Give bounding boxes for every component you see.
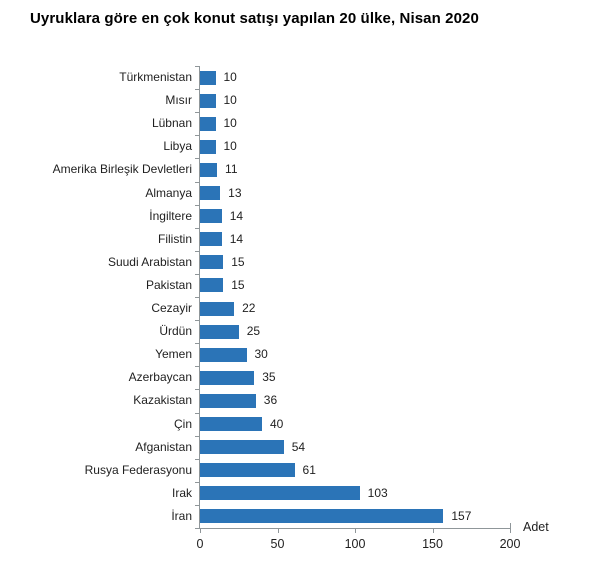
bar [200, 301, 235, 316]
bar [200, 278, 224, 293]
y-axis-tick [195, 481, 199, 483]
value-label: 40 [270, 416, 284, 431]
y-axis-tick [195, 204, 199, 206]
category-label: Filistin [157, 231, 192, 246]
category-label: Suudi Arabistan [107, 254, 192, 269]
category-label: Irak [171, 485, 192, 500]
y-axis-tick [195, 458, 199, 460]
x-axis-tick-label: 100 [344, 537, 366, 551]
category-label: Çin [173, 416, 192, 431]
category-label: Amerika Birleşik Devletleri [52, 162, 192, 177]
value-label: 10 [223, 139, 237, 154]
y-axis-tick [195, 412, 199, 414]
value-label: 15 [231, 277, 245, 292]
bar [200, 324, 239, 339]
value-label: 25 [246, 324, 261, 339]
y-axis-tick [195, 366, 199, 368]
bar [200, 463, 295, 478]
x-axis-tick [510, 529, 511, 533]
x-axis-tick-label: 50 [270, 537, 285, 551]
y-axis-tick [195, 112, 199, 114]
category-label: Yemen [155, 347, 192, 362]
category-label: Cezayir [151, 301, 192, 315]
x-axis-tick [200, 529, 201, 533]
bar [200, 116, 216, 131]
bar [200, 417, 262, 432]
category-label: Afganistan [135, 439, 192, 454]
bar [200, 209, 222, 224]
value-label: 11 [225, 162, 238, 177]
bar [200, 370, 255, 385]
x-axis-tick-label: 150 [422, 537, 443, 551]
category-label: Lübnan [151, 116, 192, 131]
category-label: Türkmenistan [119, 70, 192, 84]
category-label: Libya [163, 139, 192, 154]
value-label: 22 [242, 301, 256, 315]
category-label: Azerbaycan [128, 370, 192, 385]
value-label: 14 [229, 231, 244, 246]
y-axis-tick [195, 343, 199, 345]
y-axis-tick [195, 135, 199, 137]
y-axis-tick [195, 66, 199, 67]
x-axis-tick [355, 529, 356, 533]
y-axis-tick [195, 227, 199, 229]
y-axis-tick [195, 320, 199, 322]
x-axis-tick [277, 529, 279, 533]
y-axis-tick [195, 250, 199, 252]
y-axis-tick [195, 389, 199, 391]
x-axis-unit-label: Adet [523, 520, 549, 534]
bar [200, 393, 256, 408]
category-label: Kazakistan [133, 393, 192, 408]
category-label: Rusya Federasyonu [84, 462, 192, 477]
bar [200, 486, 360, 501]
value-label: 157 [451, 508, 472, 523]
bar [200, 347, 247, 362]
y-axis-tick [195, 297, 199, 298]
y-axis-tick [195, 158, 199, 160]
y-axis-tick [195, 528, 199, 529]
bar [200, 255, 224, 270]
bar [200, 70, 216, 85]
bar [200, 440, 284, 455]
category-label: Pakistan [145, 277, 192, 292]
y-axis-tick [195, 435, 199, 437]
value-label: 14 [229, 208, 244, 223]
bar [200, 139, 216, 154]
value-label: 30 [254, 347, 268, 362]
y-axis-tick [195, 89, 199, 91]
value-label: 36 [263, 393, 278, 408]
category-label: Almanya [145, 185, 192, 200]
x-axis-tick [432, 529, 434, 533]
bar [200, 232, 222, 247]
value-label: 13 [228, 185, 242, 200]
x-axis-line [199, 528, 511, 529]
y-axis-tick [195, 181, 199, 183]
bar [200, 93, 216, 108]
category-label: Ürdün [159, 324, 192, 339]
y-axis-tick [195, 504, 199, 506]
value-label: 35 [262, 370, 276, 385]
y-axis-line [199, 66, 200, 529]
category-label: İngiltere [149, 208, 192, 223]
bar [200, 186, 221, 201]
value-label: 54 [291, 439, 306, 454]
bar [200, 509, 444, 524]
category-label: İran [171, 508, 192, 523]
x-axis-end-tick [510, 523, 511, 528]
category-label: Mısır [165, 93, 192, 108]
value-label: 10 [223, 70, 237, 84]
x-axis-tick-label: 0 [196, 537, 204, 551]
chart-title: Uyruklara göre en çok konut satışı yapıl… [30, 10, 479, 27]
bar [200, 162, 218, 177]
value-label: 10 [223, 93, 237, 108]
value-label: 10 [223, 116, 237, 131]
value-label: 103 [367, 485, 388, 500]
y-axis-tick [195, 273, 199, 275]
value-label: 61 [302, 462, 316, 477]
value-label: 15 [231, 254, 245, 269]
x-axis-tick-label: 200 [499, 537, 521, 551]
